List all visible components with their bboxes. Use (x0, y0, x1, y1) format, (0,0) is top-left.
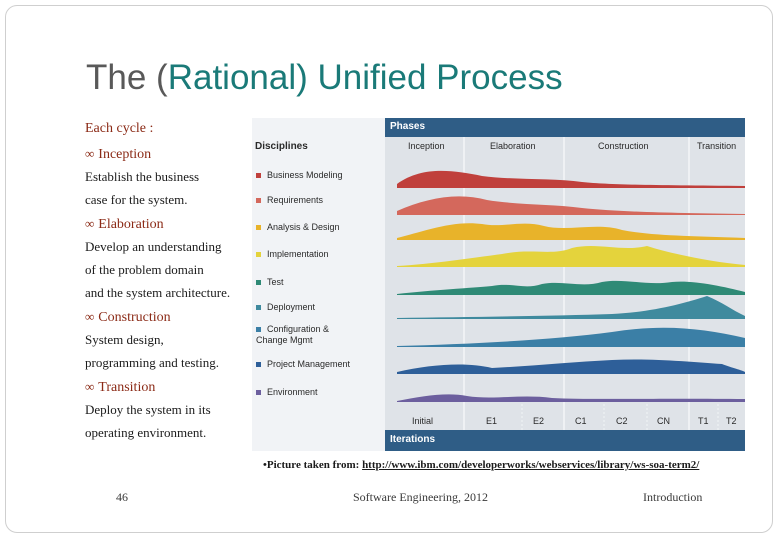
iteration-e1: E1 (486, 416, 498, 426)
legend-swatch (256, 198, 261, 204)
iteration-initial: Initial (412, 416, 434, 426)
legend-swatch (256, 390, 261, 396)
figure-caption: •Picture taken from: http://www.ibm.com/… (263, 459, 700, 471)
iteration-c1: C1 (575, 416, 587, 426)
discipline-analysis-design: Analysis & Design (256, 222, 340, 233)
phase-construction: Construction (598, 141, 649, 151)
discipline-test: Test (256, 277, 284, 288)
discipline-requirements: Requirements (256, 195, 323, 206)
discipline-project-management: Project Management (256, 359, 350, 370)
transition-heading: ∞ Transition (85, 379, 156, 395)
phases-header-bar (385, 118, 745, 137)
bullet-icon: ∞ (85, 379, 95, 394)
legend-swatch (256, 280, 261, 286)
construction-heading: ∞ Construction (85, 309, 171, 325)
construction-line-1: System design, (85, 332, 164, 347)
transition-line-2: operating environment. (85, 425, 207, 440)
footer-section: Introduction (643, 490, 703, 504)
bullet-icon: ∞ (85, 216, 95, 231)
discipline-business-modeling: Business Modeling (256, 170, 343, 181)
transition-line-1: Deploy the system in its (85, 402, 211, 417)
discipline-implementation: Implementation (256, 249, 329, 260)
bullet-icon: ∞ (85, 309, 95, 324)
iteration-cn: CN (657, 416, 670, 426)
legend-swatch (256, 362, 261, 368)
phase-inception: Inception (408, 141, 445, 151)
legend-swatch (256, 173, 261, 179)
legend-swatch (256, 327, 261, 333)
phase-elaboration: Elaboration (490, 141, 536, 151)
discipline-deployment: Deployment (256, 302, 315, 313)
construction-line-2: programming and testing. (85, 355, 219, 370)
cycle-heading: Each cycle : (85, 121, 154, 136)
iterations-label: Iterations (390, 434, 436, 445)
slide-frame (5, 5, 773, 533)
iteration-t2: T2 (726, 416, 737, 426)
discipline-environment: Environment (256, 387, 318, 398)
rup-hump-diagram: Phases Disciplines Inception Elaboration… (252, 118, 745, 451)
inception-heading: ∞ Inception (85, 146, 152, 162)
elaboration-line-2: of the problem domain (85, 262, 204, 277)
footer-course: Software Engineering, 2012 (353, 490, 488, 504)
elaboration-line-3: and the system architecture. (85, 285, 231, 300)
iterations-footer-bar (385, 430, 745, 451)
inception-line-1: Establish the business (85, 169, 200, 184)
phase-transition: Transition (697, 141, 737, 151)
disciplines-label: Disciplines (255, 141, 308, 152)
legend-swatch (256, 252, 261, 258)
iteration-c2: C2 (616, 416, 628, 426)
discipline-config-change-mgmt: Configuration & Change Mgmt (256, 324, 330, 345)
page-number: 46 (116, 490, 128, 504)
iteration-e2: E2 (533, 416, 545, 426)
workflow-humps (397, 137, 745, 430)
phases-label: Phases (390, 121, 426, 132)
slide-title: The (Rational) Unified Process (86, 58, 563, 97)
elaboration-line-1: Develop an understanding (85, 239, 222, 254)
iteration-t1: T1 (698, 416, 709, 426)
bullet-icon: ∞ (85, 146, 95, 161)
elaboration-heading: ∞ Elaboration (85, 216, 164, 232)
inception-line-2: case for the system. (85, 192, 188, 207)
legend-swatch (256, 225, 261, 231)
legend-swatch (256, 305, 261, 311)
source-link[interactable]: http://www.ibm.com/developerworks/webser… (362, 459, 700, 471)
